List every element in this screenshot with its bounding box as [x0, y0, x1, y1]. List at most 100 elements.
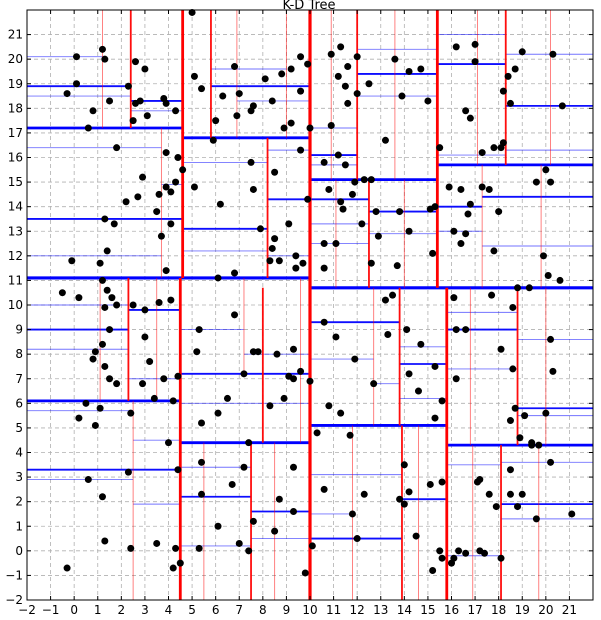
data-point [139, 173, 147, 181]
y-tick-label: −2 [5, 593, 23, 607]
data-point [101, 362, 109, 370]
data-point [372, 208, 380, 216]
data-point [162, 99, 170, 107]
data-point [344, 63, 352, 71]
x-tick-label: 5 [188, 603, 196, 617]
data-point [235, 539, 243, 547]
data-point [438, 554, 446, 562]
data-point [268, 244, 276, 252]
data-point [431, 362, 439, 370]
data-point [341, 161, 349, 169]
data-point [271, 168, 279, 176]
x-tick-label: −2 [18, 603, 36, 617]
data-point [245, 439, 253, 447]
data-point [106, 326, 114, 334]
data-point [273, 350, 281, 358]
data-point [89, 355, 97, 363]
data-point [124, 82, 132, 90]
data-point [351, 178, 359, 186]
y-tick-label: 11 [8, 273, 23, 287]
data-point [150, 394, 158, 402]
data-point [141, 306, 149, 314]
data-point [367, 176, 375, 184]
data-point [332, 240, 340, 248]
data-point [539, 252, 547, 260]
data-point [346, 431, 354, 439]
x-tick-label: 21 [562, 603, 577, 617]
y-tick-label: 2 [15, 495, 23, 509]
data-point [396, 208, 404, 216]
data-point [396, 495, 404, 503]
axes: −2 −1 0 1 2 3 4 5 6 7 8 9 10 11 12 13 14 15 16 17 18 19 20 21−2… [5, 9, 594, 617]
data-point [63, 90, 71, 98]
data-point [497, 144, 505, 152]
x-tick-label: 20 [538, 603, 553, 617]
data-point [506, 417, 514, 425]
data-point [393, 262, 401, 270]
data-point [214, 409, 222, 417]
data-point [96, 259, 104, 267]
data-point [292, 264, 300, 272]
data-point [462, 230, 470, 238]
data-point [292, 252, 300, 260]
data-point [223, 394, 231, 402]
data-point [462, 326, 470, 334]
data-point [84, 476, 92, 484]
data-point [174, 372, 182, 380]
data-point [452, 43, 460, 51]
data-point [339, 205, 347, 213]
x-tick-label: 8 [259, 603, 267, 617]
data-point [108, 294, 116, 302]
data-point [327, 50, 335, 58]
data-point [358, 220, 366, 228]
data-point [216, 200, 224, 208]
data-point [535, 441, 543, 449]
data-point [506, 99, 514, 107]
data-point [325, 185, 333, 193]
data-point [490, 144, 498, 152]
x-tick-label: 16 [444, 603, 459, 617]
data-point [450, 227, 458, 235]
data-point [122, 198, 130, 206]
data-point [337, 409, 345, 417]
data-point [497, 554, 505, 562]
data-point [391, 55, 399, 63]
y-tick-label: 7 [15, 372, 23, 386]
data-point [320, 240, 328, 248]
data-point [417, 340, 425, 348]
data-point [113, 380, 121, 388]
data-point [556, 276, 564, 284]
data-point [275, 495, 283, 503]
data-point [511, 65, 519, 73]
data-point [506, 466, 514, 474]
data-point [353, 90, 361, 98]
data-point [73, 53, 81, 61]
y-tick-label: 5 [15, 421, 23, 435]
data-point [490, 247, 498, 255]
data-point [462, 107, 470, 115]
data-point [542, 409, 550, 417]
data-point [247, 158, 255, 166]
x-tick-label: 18 [491, 603, 506, 617]
data-point [176, 559, 184, 567]
data-point [299, 259, 307, 267]
data-point [233, 112, 241, 120]
data-point [450, 294, 458, 302]
data-point [414, 387, 422, 395]
y-tick-label: 9 [15, 323, 23, 337]
data-point [113, 301, 121, 309]
x-tick-label: 13 [373, 603, 388, 617]
data-point [98, 340, 106, 348]
data-point [528, 441, 536, 449]
data-point [131, 58, 139, 66]
data-point [195, 326, 203, 334]
data-point [320, 485, 328, 493]
data-point [320, 318, 328, 326]
y-tick-label: 12 [8, 249, 23, 263]
data-point [348, 190, 356, 198]
data-point [327, 122, 335, 130]
data-point [129, 301, 137, 309]
data-point [365, 80, 373, 88]
data-point [306, 124, 314, 132]
y-tick-label: 0 [15, 544, 23, 558]
